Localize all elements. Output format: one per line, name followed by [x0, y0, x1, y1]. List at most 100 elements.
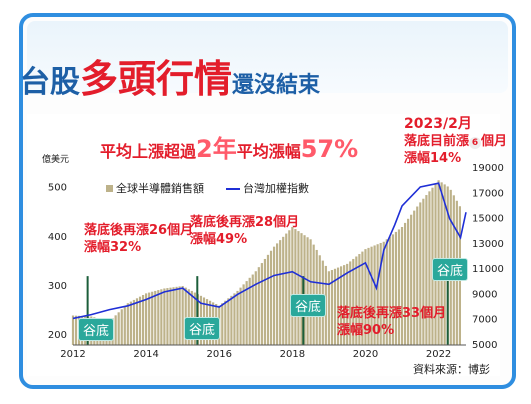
- bar: [336, 267, 340, 345]
- y-left-tick: 300: [48, 281, 67, 292]
- bar: [263, 258, 267, 345]
- y-right-tick: 15000: [472, 214, 504, 225]
- bar: [391, 234, 394, 345]
- y-right-tick: 9000: [472, 289, 497, 300]
- bar: [346, 263, 349, 345]
- bar: [339, 266, 343, 345]
- annotation-1-line2: 漲幅32%: [84, 240, 142, 255]
- bar: [181, 286, 184, 345]
- bar: [358, 254, 361, 345]
- bar: [172, 287, 175, 345]
- annotation-1: 落底後再漲26個月 漲幅32%: [84, 222, 193, 256]
- bar: [251, 274, 254, 345]
- bar: [239, 287, 242, 345]
- bar: [291, 227, 294, 345]
- bar: [279, 240, 282, 345]
- source-note: 資料來源：博彭: [413, 363, 490, 376]
- y-left-tick: 200: [48, 330, 67, 341]
- y-right-tick: 11000: [472, 264, 504, 275]
- annotation-4-line1: 2023/2月: [404, 116, 472, 132]
- bar: [71, 315, 75, 345]
- x-tick: 2012: [60, 349, 85, 360]
- bar: [285, 233, 288, 345]
- bar: [413, 210, 416, 345]
- bar: [141, 295, 145, 345]
- bar: [138, 296, 142, 345]
- annotation-1-line1: 落底後再漲26個月: [84, 223, 194, 238]
- trough-label-2022: 谷底: [432, 258, 469, 281]
- annotation-4-line3: 個月: [481, 134, 508, 149]
- annotation-4-line4: 漲幅14%: [404, 151, 462, 166]
- bar: [178, 286, 181, 345]
- annotation-2-line1: 落底後再漲28個月: [190, 215, 300, 230]
- bar: [157, 290, 160, 345]
- annotation-4-num: 6: [469, 137, 482, 149]
- bar: [248, 277, 251, 345]
- annotation-2-line2: 漲幅49%: [190, 232, 248, 247]
- bar: [428, 191, 431, 345]
- annotation-2: 落底後再漲28個月 漲幅49%: [190, 214, 299, 248]
- bar: [364, 249, 367, 345]
- bar: [388, 236, 391, 345]
- bar: [276, 243, 279, 345]
- bar: [151, 291, 154, 345]
- legend-bar-label: 全球半導體銷售額: [116, 182, 204, 195]
- bar: [236, 290, 239, 345]
- x-tick: 2018: [280, 349, 305, 360]
- bar: [175, 286, 178, 345]
- bar: [230, 295, 233, 345]
- bar: [257, 267, 260, 345]
- bar: [309, 239, 312, 345]
- y-left-tick: 500: [48, 183, 67, 194]
- headline: 平均上漲超過2年平均漲幅57%: [100, 129, 358, 164]
- bar: [132, 299, 136, 345]
- bar: [407, 218, 410, 345]
- bar: [403, 222, 407, 345]
- annotation-4-line2: 落底目前漲: [404, 134, 470, 149]
- bar: [397, 229, 401, 345]
- bar: [343, 265, 346, 345]
- bar: [416, 206, 419, 345]
- x-tick: 2016: [207, 349, 232, 360]
- bar: [419, 202, 422, 345]
- bar: [303, 235, 306, 345]
- bar: [349, 261, 352, 345]
- bar: [160, 289, 163, 345]
- headline-part1: 平均上漲超過: [100, 142, 197, 161]
- headline-pct: 57%: [300, 135, 359, 163]
- bar: [135, 298, 139, 345]
- bar: [120, 309, 123, 345]
- bar: [294, 229, 297, 345]
- bar: [221, 303, 224, 345]
- y-left-unit: 億美元: [42, 153, 69, 165]
- title-prefix: 台股: [20, 65, 80, 100]
- bar: [227, 298, 230, 345]
- legend-line-swatch: [226, 188, 240, 190]
- bar: [163, 288, 166, 345]
- bar: [233, 293, 236, 345]
- bar: [306, 237, 309, 345]
- trough-label-2012: 谷底: [78, 318, 115, 341]
- y-right-tick: 5000: [472, 340, 497, 351]
- bar: [254, 271, 257, 345]
- bar: [327, 271, 331, 345]
- trough-label-2018: 谷底: [290, 294, 327, 317]
- bar: [352, 258, 355, 345]
- bar: [129, 301, 132, 345]
- annotation-3-line1: 落底後再漲33個月: [337, 306, 447, 321]
- x-tick: 2022: [426, 349, 451, 360]
- bar: [148, 292, 151, 345]
- trough-label-2015: 谷底: [184, 317, 221, 340]
- bar: [282, 236, 285, 345]
- bar: [224, 300, 227, 345]
- x-tick: 2020: [353, 349, 378, 360]
- bar: [117, 312, 120, 345]
- title-banner: [27, 21, 508, 93]
- bar: [169, 287, 172, 345]
- bar: [288, 230, 291, 345]
- bar: [154, 290, 157, 345]
- bar: [74, 315, 78, 345]
- y-right-tick: 17000: [472, 188, 504, 199]
- title-suffix: 還沒結束: [232, 73, 321, 98]
- bar: [272, 246, 276, 345]
